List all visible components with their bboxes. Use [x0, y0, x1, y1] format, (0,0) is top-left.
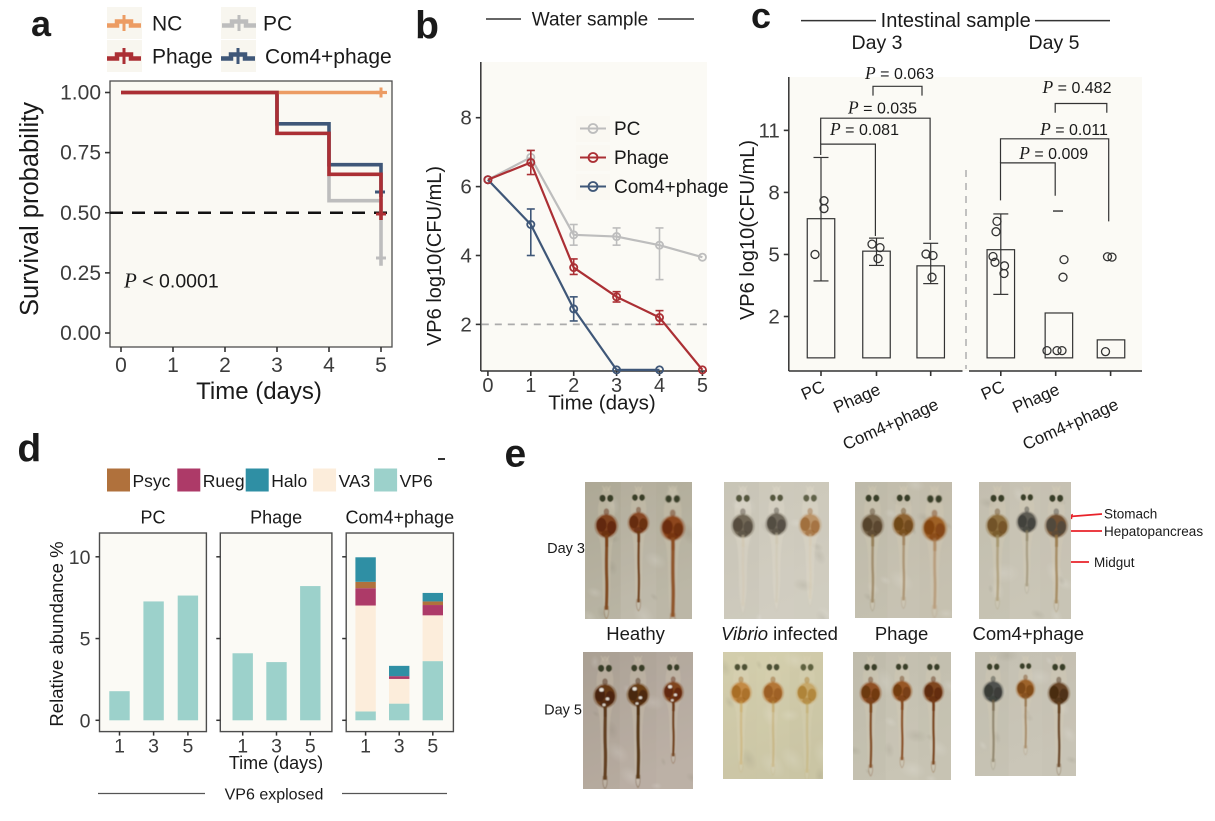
svg-text:2: 2	[460, 313, 471, 336]
svg-text:4: 4	[323, 354, 335, 377]
svg-text:VP6 log10(CFU/mL): VP6 log10(CFU/mL)	[424, 166, 446, 346]
svg-text:VP6: VP6	[400, 471, 433, 491]
svg-text:Vibrio infected: Vibrio infected	[721, 623, 838, 644]
svg-text:Survival probability: Survival probability	[16, 102, 44, 316]
svg-text:Com4+phage: Com4+phage	[614, 177, 729, 198]
svg-text:PC: PC	[140, 508, 165, 528]
svg-text:5: 5	[768, 243, 779, 266]
svg-text:Time (days): Time (days)	[548, 392, 655, 415]
svg-text:Phage: Phage	[250, 508, 302, 528]
svg-text:Day 3: Day 3	[852, 32, 903, 54]
svg-text:3: 3	[611, 375, 622, 397]
svg-text:PC: PC	[614, 119, 640, 140]
svg-text:1.00: 1.00	[60, 82, 101, 105]
svg-text:Day 5: Day 5	[544, 703, 582, 719]
svg-text:Phage: Phage	[1010, 380, 1063, 417]
svg-text:d: d	[17, 428, 41, 471]
svg-text:3: 3	[148, 736, 159, 758]
svg-text:P < 0.0001: P < 0.0001	[123, 269, 219, 293]
svg-text:0.25: 0.25	[60, 262, 101, 285]
svg-text:P = 0.035: P = 0.035	[847, 98, 917, 118]
svg-text:NC: NC	[152, 13, 182, 36]
svg-text:VP6 log10(CFU/mL): VP6 log10(CFU/mL)	[737, 140, 759, 320]
svg-text:Rueg: Rueg	[203, 471, 245, 491]
svg-text:2: 2	[568, 375, 579, 397]
svg-text:1: 1	[167, 354, 179, 377]
svg-text:Phage: Phage	[152, 46, 213, 69]
svg-text:3: 3	[394, 736, 405, 758]
svg-text:11: 11	[759, 119, 780, 142]
svg-text:0: 0	[80, 710, 91, 732]
svg-text:4: 4	[460, 245, 471, 268]
svg-text:2: 2	[768, 306, 779, 329]
svg-text:e: e	[504, 433, 526, 476]
svg-text:8: 8	[460, 107, 471, 130]
svg-text:5: 5	[182, 736, 193, 758]
svg-text:P = 0.081: P = 0.081	[829, 119, 899, 139]
svg-text:8: 8	[768, 181, 779, 204]
svg-text:5: 5	[305, 736, 316, 758]
svg-text:Day 5: Day 5	[1029, 32, 1080, 54]
svg-text:b: b	[415, 4, 439, 47]
svg-text:4: 4	[654, 375, 665, 397]
svg-text:3: 3	[271, 736, 282, 758]
svg-text:Psyc: Psyc	[133, 471, 171, 491]
svg-text:Day 3: Day 3	[547, 541, 585, 557]
svg-text:Water sample: Water sample	[532, 10, 649, 31]
svg-text:c: c	[751, 0, 771, 36]
svg-text:Midgut: Midgut	[1094, 555, 1135, 570]
svg-text:Halo: Halo	[271, 471, 307, 491]
svg-text:Phage: Phage	[830, 380, 883, 417]
svg-text:PC: PC	[978, 377, 1007, 404]
svg-text:1: 1	[525, 375, 536, 397]
svg-text:1: 1	[114, 736, 125, 758]
svg-text:Heathy: Heathy	[606, 623, 665, 644]
svg-text:Phage: Phage	[614, 148, 669, 169]
svg-text:5: 5	[427, 736, 438, 758]
svg-text:Com4+phage: Com4+phage	[972, 623, 1084, 644]
svg-text:Com4+phage: Com4+phage	[346, 508, 455, 528]
svg-text:Time (days): Time (days)	[196, 378, 322, 405]
svg-text:6: 6	[460, 176, 471, 199]
svg-text:P = 0.482: P = 0.482	[1042, 77, 1112, 97]
svg-text:5: 5	[80, 629, 91, 651]
svg-text:P = 0.063: P = 0.063	[864, 63, 934, 83]
svg-text:5: 5	[375, 354, 387, 377]
svg-text:5: 5	[697, 375, 708, 397]
svg-text:1: 1	[237, 736, 248, 758]
svg-text:P = 0.011: P = 0.011	[1039, 119, 1108, 139]
svg-text:3: 3	[271, 354, 283, 377]
svg-text:Com4+phage: Com4+phage	[265, 46, 392, 69]
svg-text:VA3: VA3	[339, 471, 371, 491]
svg-text:PC: PC	[263, 13, 292, 36]
svg-text:0.00: 0.00	[60, 322, 101, 345]
svg-text:0: 0	[115, 354, 127, 377]
svg-text:Relative abundance %: Relative abundance %	[46, 541, 67, 726]
svg-text:Stomach: Stomach	[1104, 507, 1157, 522]
svg-text:Intestinal sample: Intestinal sample	[881, 10, 1031, 32]
svg-text:0: 0	[482, 375, 493, 397]
svg-text:PC: PC	[798, 377, 827, 404]
svg-text:a: a	[31, 3, 52, 44]
svg-text:0.50: 0.50	[60, 202, 101, 225]
svg-text:Hepatopancreas: Hepatopancreas	[1104, 524, 1203, 539]
svg-text:0.75: 0.75	[60, 142, 101, 165]
svg-text:VP6 explosed: VP6 explosed	[225, 787, 324, 804]
svg-text:10: 10	[69, 547, 91, 569]
svg-text:P = 0.009: P = 0.009	[1018, 143, 1088, 163]
svg-text:Phage: Phage	[875, 623, 929, 644]
svg-text:Time (days): Time (days)	[229, 753, 323, 773]
svg-text:2: 2	[219, 354, 231, 377]
svg-text:1: 1	[360, 736, 371, 758]
